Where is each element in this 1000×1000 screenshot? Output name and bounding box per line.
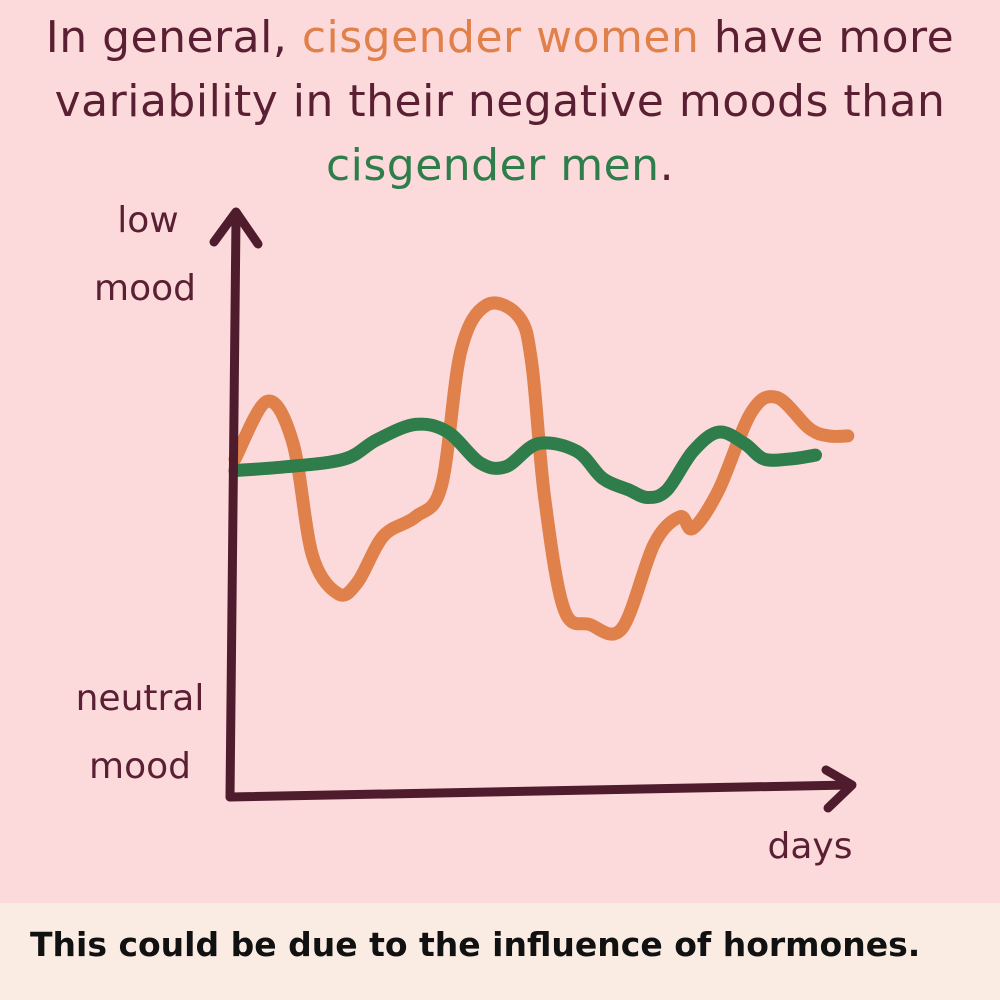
x-label: days xyxy=(768,826,853,867)
y-axis-arrowhead xyxy=(209,207,263,249)
y-axis xyxy=(225,213,241,802)
x-axis-arrowhead xyxy=(821,765,857,813)
series-line-cisgender-men xyxy=(228,417,822,504)
headline-part-1: In general, xyxy=(45,12,302,63)
footer-text: This could be due to the influence of ho… xyxy=(30,925,921,964)
y-label-bottom-line2: mood xyxy=(89,746,191,787)
series-layer xyxy=(228,296,855,641)
y-label-top-line2: mood xyxy=(94,268,196,309)
headline-part-3: . xyxy=(659,140,675,191)
y-label-bottom-line1: neutral xyxy=(76,678,205,719)
mood-chart: low mood neutral mood days xyxy=(76,200,857,867)
x-axis xyxy=(225,780,855,802)
headline-men: cisgender men xyxy=(325,140,660,191)
headline-women: cisgender women xyxy=(301,12,700,63)
headline-part-2: have more variability in their negative … xyxy=(54,12,955,127)
headline: In general, cisgender women have more va… xyxy=(0,6,1000,198)
footer-banner: This could be due to the influence of ho… xyxy=(0,903,1000,1000)
y-label-top-line1: low xyxy=(117,200,178,241)
